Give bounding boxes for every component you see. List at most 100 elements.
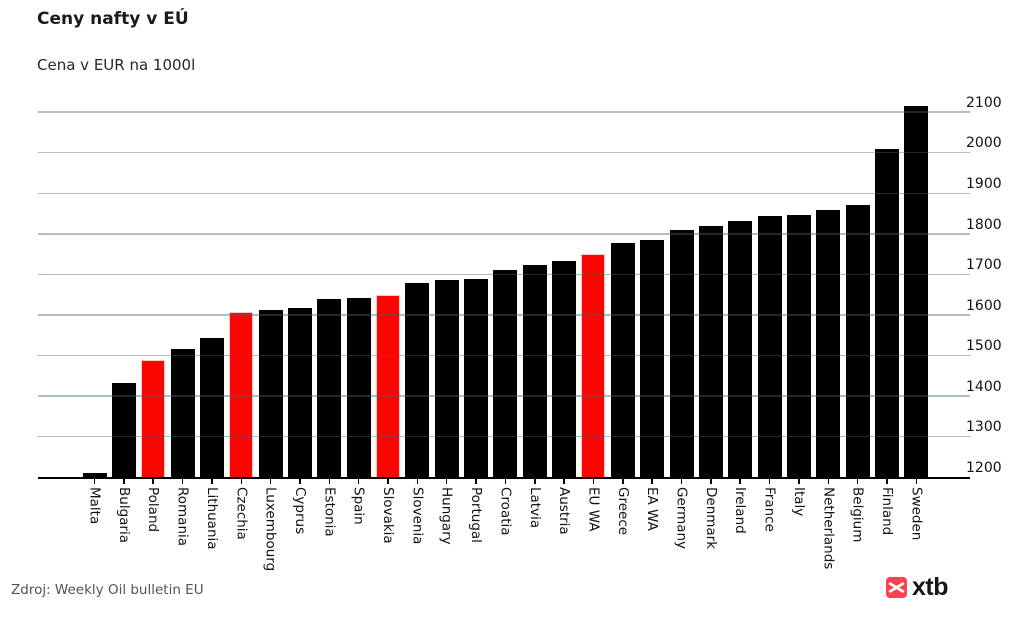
x-tick [739, 478, 741, 484]
x-label-ireland: Ireland [732, 487, 749, 534]
source-note: Zdroj: Weekly Oil bulletin EU [11, 582, 204, 598]
bar-ireland [728, 221, 753, 478]
x-label-portugal: Portugal [468, 487, 485, 543]
bar-poland [141, 360, 166, 478]
bar-portugal [464, 278, 489, 478]
x-tick [563, 478, 565, 484]
x-label-hungary: Hungary [438, 487, 455, 545]
y-label-1200: 1200 [966, 460, 1002, 476]
bar-netherlands [816, 210, 841, 478]
bar-czechia [229, 311, 254, 478]
x-tick [827, 478, 829, 484]
bar-eu-wa [581, 253, 606, 478]
x-label-finland: Finland [878, 487, 895, 536]
x-label-netherlands: Netherlands [820, 487, 837, 570]
y-label-1400: 1400 [966, 378, 1002, 395]
xtb-logo: xtb [886, 573, 949, 601]
bar-denmark [698, 226, 723, 478]
y-axis-labels: 1200 1300 1400 1500 1600 1700 1800 1900 2000 2100 [966, 95, 1012, 478]
x-tick [886, 478, 888, 484]
bar-cyprus [287, 307, 312, 478]
x-tick [299, 478, 301, 484]
bar-spain [346, 298, 371, 478]
x-tick [445, 478, 448, 484]
x-label-austria: Austria [556, 487, 573, 535]
xtb-logo-icon [886, 577, 907, 598]
bar-slovakia [376, 294, 400, 478]
x-tick [622, 478, 624, 484]
x-label-germany: Germany [673, 487, 690, 550]
x-label-belgium: Belgium [849, 487, 866, 543]
gridline-2000 [38, 151, 970, 154]
x-tick [475, 478, 477, 484]
x-label-czechia: Czechia [233, 487, 250, 540]
x-label-romania: Romania [174, 487, 191, 547]
x-label-greece: Greece [614, 487, 631, 536]
x-tick [710, 478, 712, 484]
x-label-lithuania: Lithuania [203, 487, 220, 550]
y-label-1300: 1300 [966, 419, 1002, 436]
y-label-2000: 2000 [966, 135, 1002, 152]
bar-luxembourg [258, 310, 283, 478]
x-label-bulgaria: Bulgaria [115, 487, 132, 543]
x-tick [240, 478, 242, 484]
x-tick [680, 478, 683, 484]
x-tick [651, 478, 653, 484]
x-tick [93, 478, 96, 484]
bar-austria [552, 260, 577, 478]
bar-estonia [317, 299, 342, 478]
xtb-logo-text: xtb [912, 573, 949, 601]
x-tick [387, 478, 389, 484]
chart-subtitle: Cena v EUR na 1000l [37, 56, 196, 74]
bar-malta [82, 473, 107, 478]
plot-area [38, 95, 970, 484]
y-label-1600: 1600 [966, 297, 1002, 314]
x-label-latvia: Latvia [526, 487, 543, 529]
x-label-estonia: Estonia [321, 487, 338, 537]
x-label-luxembourg: Luxembourg [262, 487, 279, 572]
x-label-eu-wa: EU WA [585, 487, 602, 532]
x-tick [181, 478, 184, 484]
x-label-slovenia: Slovenia [409, 487, 426, 545]
x-tick [798, 478, 800, 484]
x-tick [152, 478, 154, 484]
x-tick [504, 478, 507, 484]
x-tick [768, 478, 771, 484]
bar-sweden [904, 105, 929, 478]
x-label-ea-wa: EA WA [644, 487, 661, 531]
x-axis-line [38, 477, 970, 479]
xtb-swoosh-icon [888, 582, 905, 593]
x-tick [211, 478, 213, 484]
bar-finland [874, 148, 899, 478]
x-label-italy: Italy [790, 487, 807, 517]
x-tick [534, 478, 536, 484]
bar-lithuania [199, 338, 224, 478]
x-tick [269, 478, 272, 484]
bar-greece [610, 243, 635, 478]
bar-croatia [493, 270, 518, 478]
chart-title: Ceny nafty v EÚ [37, 9, 189, 29]
bar-latvia [522, 265, 547, 478]
y-label-1800: 1800 [966, 216, 1002, 233]
x-label-spain: Spain [350, 487, 367, 525]
bar-bulgaria [111, 382, 136, 478]
x-tick [123, 478, 125, 484]
x-label-denmark: Denmark [702, 487, 719, 550]
bar-belgium [845, 204, 870, 478]
y-label-1500: 1500 [966, 338, 1002, 355]
bar-hungary [434, 280, 459, 478]
bar-ea-wa [640, 239, 665, 478]
x-label-slovakia: Slovakia [380, 487, 396, 544]
x-tick [856, 478, 859, 484]
y-label-2100: 2100 [966, 94, 1002, 111]
y-label-1700: 1700 [966, 257, 1002, 274]
x-label-cyprus: Cyprus [291, 487, 308, 535]
x-tick [416, 478, 419, 484]
x-label-sweden: Sweden [908, 487, 925, 541]
x-tick [357, 478, 360, 484]
gridline-1900 [38, 192, 970, 194]
x-label-malta: Malta [86, 487, 103, 525]
x-tick [592, 478, 595, 484]
x-label-croatia: Croatia [497, 487, 514, 536]
y-label-1900: 1900 [966, 175, 1002, 192]
